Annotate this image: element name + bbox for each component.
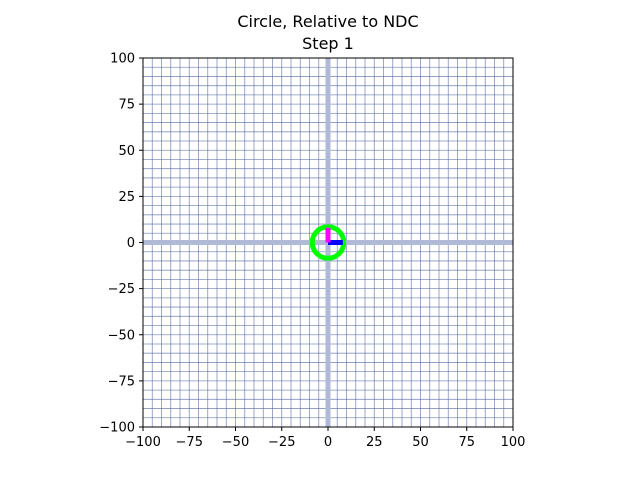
x-tick-label: −75 (176, 435, 203, 450)
x-tick-label: 0 (324, 435, 332, 450)
shapes-layer (309, 224, 347, 261)
y-tick-label: −25 (108, 282, 135, 297)
y-tick-label: 100 (110, 52, 135, 67)
chart-title: Circle, Relative to NDC (237, 12, 418, 31)
y-tick-label: 75 (118, 98, 135, 113)
chart-subtitle: Step 1 (302, 34, 354, 53)
x-tick-label: 75 (458, 435, 475, 450)
plot-area: −100 −75 −50 −25 0 25 50 75 100 −100 −75 −50 −25 0 25… (99, 52, 525, 451)
y-tick-label: 50 (118, 144, 135, 159)
y-tick-label: −75 (108, 374, 135, 389)
circle-shape (309, 224, 347, 261)
x-tick-label: 100 (501, 435, 526, 450)
y-tick-label: −100 (99, 421, 135, 436)
x-tick-label: 25 (366, 435, 383, 450)
y-tick-label: 25 (118, 190, 135, 205)
x-tick-label: 50 (412, 435, 429, 450)
y-tick-label: 0 (127, 236, 135, 251)
x-axis-ticks: −100 −75 −50 −25 0 25 50 75 100 (125, 427, 525, 450)
y-tick-label: −50 (108, 328, 135, 343)
x-tick-label: −100 (125, 435, 161, 450)
x-tick-label: −25 (268, 435, 295, 450)
y-axis-ticks: −100 −75 −50 −25 0 25 50 75 100 (99, 52, 143, 436)
x-tick-label: −50 (222, 435, 249, 450)
